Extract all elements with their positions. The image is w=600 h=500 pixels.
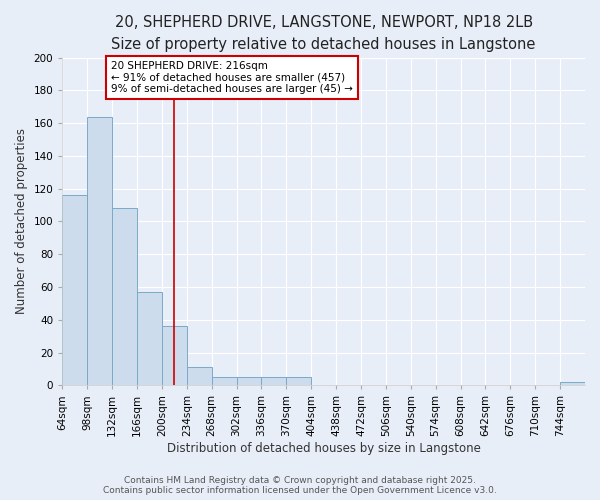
Bar — [187, 368, 212, 386]
Bar — [560, 382, 585, 386]
Bar — [162, 326, 187, 386]
Bar — [212, 377, 236, 386]
Title: 20, SHEPHERD DRIVE, LANGSTONE, NEWPORT, NP18 2LB
Size of property relative to de: 20, SHEPHERD DRIVE, LANGSTONE, NEWPORT, … — [112, 15, 536, 52]
Bar — [112, 208, 137, 386]
Bar — [286, 377, 311, 386]
X-axis label: Distribution of detached houses by size in Langstone: Distribution of detached houses by size … — [167, 442, 481, 455]
Text: 20 SHEPHERD DRIVE: 216sqm
← 91% of detached houses are smaller (457)
9% of semi-: 20 SHEPHERD DRIVE: 216sqm ← 91% of detac… — [112, 61, 353, 94]
Bar — [262, 377, 286, 386]
Bar — [236, 377, 262, 386]
Bar — [87, 116, 112, 386]
Text: Contains HM Land Registry data © Crown copyright and database right 2025.
Contai: Contains HM Land Registry data © Crown c… — [103, 476, 497, 495]
Bar — [137, 292, 162, 386]
Y-axis label: Number of detached properties: Number of detached properties — [15, 128, 28, 314]
Bar — [62, 195, 87, 386]
